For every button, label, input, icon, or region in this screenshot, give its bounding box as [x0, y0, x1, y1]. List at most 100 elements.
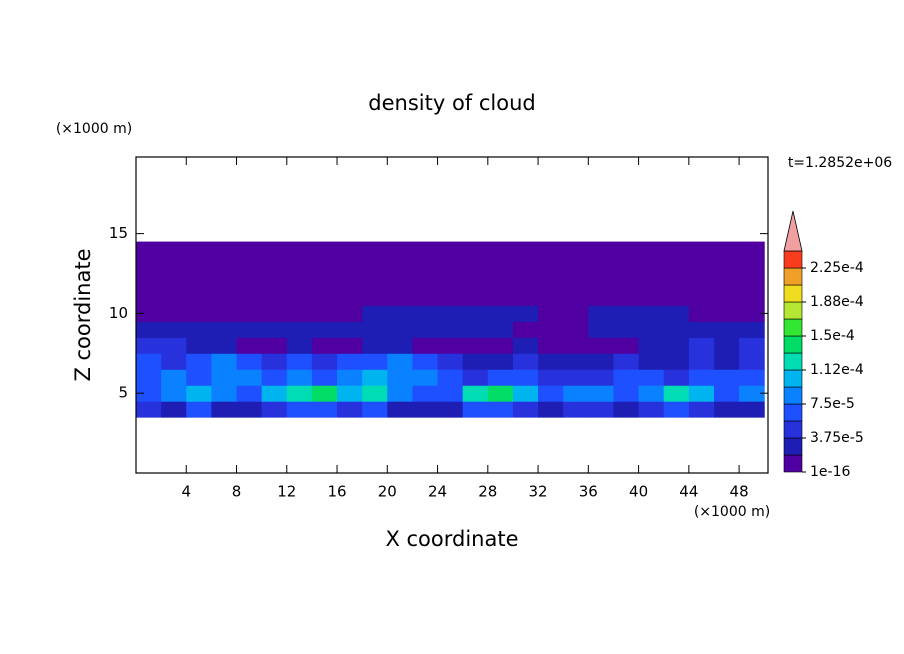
cell [487, 385, 514, 402]
cell [462, 353, 489, 370]
cell [236, 305, 263, 322]
x-tick-label: 48 [730, 483, 749, 501]
cell [588, 353, 614, 370]
cell [638, 337, 665, 354]
cell [688, 337, 715, 354]
cell [538, 289, 564, 306]
cell [186, 305, 212, 322]
cell [713, 353, 740, 370]
cell [387, 305, 413, 322]
cell [462, 289, 489, 306]
cell [713, 273, 740, 290]
cell [487, 289, 514, 306]
cell [362, 241, 388, 259]
cell [186, 353, 212, 370]
cell [638, 241, 665, 259]
colorbar-label: 1.88e-4 [810, 294, 864, 310]
cell [538, 369, 564, 386]
colorbar-label: 1.5e-4 [810, 328, 855, 344]
cell [688, 241, 715, 259]
cell [387, 401, 413, 418]
cell [161, 401, 187, 418]
cell [337, 337, 363, 354]
cell [739, 241, 765, 259]
cell [186, 257, 212, 275]
cell [387, 385, 413, 402]
cell [588, 337, 614, 354]
cell [512, 241, 539, 259]
x-tick-label: 24 [428, 483, 447, 501]
cell [236, 257, 263, 275]
cell [638, 273, 665, 290]
cell [286, 401, 313, 418]
cell [161, 321, 187, 338]
cell [261, 305, 288, 322]
colorbar-box [783, 318, 803, 337]
cell [613, 305, 640, 322]
cell [688, 369, 715, 386]
cell [387, 337, 413, 354]
cell [286, 289, 313, 306]
cell [211, 305, 238, 322]
cell [136, 369, 162, 386]
cell [613, 337, 640, 354]
cell [588, 305, 614, 322]
cell [387, 257, 413, 275]
cell [286, 353, 313, 370]
cell [688, 273, 715, 290]
cell [663, 337, 690, 354]
cell [487, 273, 514, 290]
cell [286, 385, 313, 402]
cell [638, 353, 665, 370]
cell [487, 257, 514, 275]
cell [261, 369, 288, 386]
cell [462, 385, 489, 402]
cell [286, 241, 313, 259]
cell [337, 401, 363, 418]
cell [311, 321, 338, 338]
cell [136, 353, 162, 370]
cell [512, 257, 539, 275]
colorbar-box [783, 335, 803, 354]
cell [362, 401, 388, 418]
cell [739, 289, 765, 306]
cell [512, 273, 539, 290]
cell [563, 321, 589, 338]
cell [236, 273, 263, 290]
cell [286, 321, 313, 338]
cell [211, 401, 238, 418]
x-tick-label: 36 [579, 483, 598, 501]
cell [638, 257, 665, 275]
cell [713, 385, 740, 402]
cell [713, 337, 740, 354]
cell [211, 241, 238, 259]
cell [538, 321, 564, 338]
cell [688, 321, 715, 338]
cell [588, 321, 614, 338]
cell [713, 369, 740, 386]
cell [211, 257, 238, 275]
cell [563, 369, 589, 386]
cell [538, 241, 564, 259]
cell [487, 353, 514, 370]
cell [186, 241, 212, 259]
cell [713, 305, 740, 322]
cell [437, 385, 464, 402]
cell [261, 241, 288, 259]
cell [638, 305, 665, 322]
cell [613, 401, 640, 418]
cell [563, 353, 589, 370]
cell [462, 241, 489, 259]
cell [713, 321, 740, 338]
cell [588, 289, 614, 306]
cell [136, 273, 162, 290]
cell [462, 369, 489, 386]
colorbar-box [783, 437, 803, 456]
x-tick-label: 40 [629, 483, 648, 501]
colorbar-label: 3.75e-5 [810, 430, 864, 446]
cell [261, 289, 288, 306]
cell [538, 353, 564, 370]
cell [161, 353, 187, 370]
cell [688, 353, 715, 370]
